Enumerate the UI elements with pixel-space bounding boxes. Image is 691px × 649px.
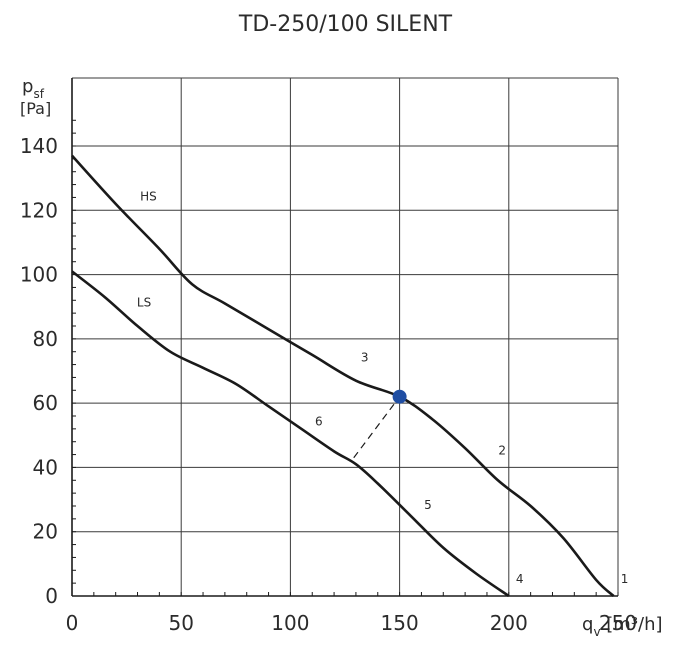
x-tick-label: 50 [168,611,193,635]
y-tick-label: 100 [20,263,58,287]
x-axis-label-unit: [m³/h] [601,614,663,635]
curves [71,154,615,598]
annotation-label: 4 [516,572,524,586]
annotation-label: LS [137,296,151,310]
annotation-label: 6 [315,415,323,429]
x-tick-label: 0 [66,611,79,635]
y-axis-label-sub: sf [33,87,44,101]
y-tick-label: 60 [33,391,58,415]
y-tick-label: 40 [33,455,58,479]
x-tick-label: 250 [599,611,637,635]
grid [71,77,619,597]
annotation-label: 1 [621,572,629,586]
annotations: HS LS 3 6 2 5 4 1 [137,190,628,587]
chart-title: TD-250/100 SILENT [238,12,453,37]
y-tick-label: 120 [20,198,58,222]
y-axis-label-main: p [22,76,33,97]
y-tick-label: 20 [33,520,58,544]
x-tick-label: 150 [381,611,419,635]
annotation-label: HS [140,190,157,204]
annotation-label: 2 [498,444,506,458]
x-tick-label: 200 [490,611,528,635]
y-tick-label: 80 [33,327,58,351]
y-axis-unit: [Pa] [20,99,51,118]
y-tick-label: 140 [20,134,58,158]
x-axis-label-main: q [582,614,593,635]
x-tick-label: 100 [271,611,309,635]
operating-point [392,389,407,404]
x-axis-label-sub: v [593,625,600,639]
tick-labels: 0 50 100 150 200 250 0 20 40 60 80 100 120 140 [20,134,637,635]
minor-ticks [71,119,619,597]
annotation-label: 3 [361,350,369,364]
annotation-label: 5 [424,498,432,512]
y-axis-label: psf [22,76,45,101]
y-tick-label: 0 [45,584,58,608]
curve-ls [71,270,510,598]
dashed-connector [353,396,401,459]
x-axis-label: qv [m³/h] [582,614,663,639]
curve-hs [71,154,615,597]
